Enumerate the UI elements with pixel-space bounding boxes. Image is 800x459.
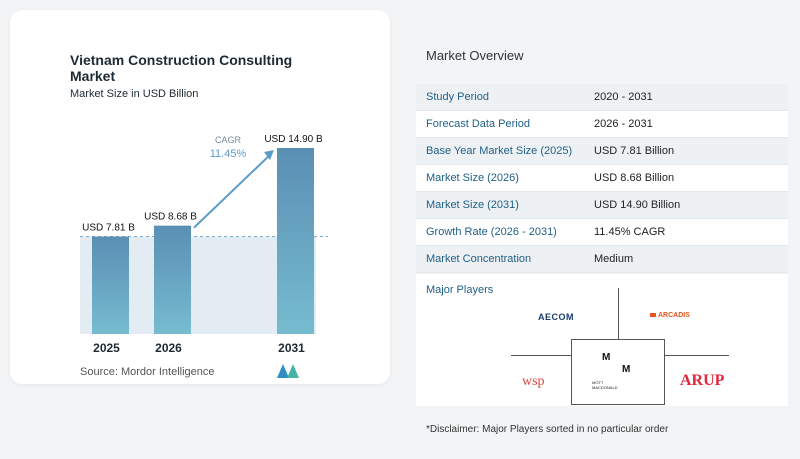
overview-row-value: USD 8.68 Billion [594, 172, 675, 184]
overview-row-value: 2020 - 2031 [594, 91, 653, 103]
bar [277, 148, 314, 334]
players-title: Major Players [426, 284, 494, 296]
data-label: USD 14.90 B [264, 134, 323, 145]
source-note: Source: Mordor Intelligence [80, 366, 215, 378]
tick-label: 2025 [93, 341, 120, 355]
overview-row-label: Study Period [426, 91, 489, 103]
disclaimer: *Disclaimer: Major Players sorted in no … [426, 424, 669, 435]
cagr-label: CAGR [215, 135, 242, 145]
arup-logo: ARUP [680, 372, 725, 389]
tick-label: 2026 [155, 341, 182, 355]
overview-row: Study Period 2020 - 2031 [416, 84, 788, 111]
overview-row-value: USD 14.90 Billion [594, 199, 681, 211]
mordor-logo-icon [277, 364, 299, 378]
overview-row-value: 11.45% CAGR [594, 226, 666, 238]
overview-row-label: Base Year Market Size (2025) [426, 145, 573, 157]
overview-row-value: Medium [594, 253, 634, 265]
aecom-logo: AECOM [538, 312, 574, 322]
mott-macdonald-logo: M M MOTT MACDONALD [571, 339, 665, 405]
cagr-arrow [193, 152, 273, 229]
arcadis-logo: ARCADIS [650, 312, 690, 319]
overview-row-label: Market Size (2031) [426, 199, 519, 211]
divider-line [618, 288, 619, 340]
chart-subtitle: Market Size in USD Billion [70, 88, 199, 100]
overview-table: Study Period 2020 - 2031 Forecast Data Per… [416, 84, 788, 273]
bar [154, 225, 191, 334]
wsp-logo: wsp [522, 374, 545, 389]
overview-row-label: Forecast Data Period [426, 118, 530, 130]
overview-row: Growth Rate (2026 - 2031) 11.45% CAGR [416, 219, 788, 246]
overview-row-label: Growth Rate (2026 - 2031) [426, 226, 557, 238]
cagr-arrowhead [264, 150, 274, 160]
overview-row-label: Market Size (2026) [426, 172, 519, 184]
overview-title: Market Overview [426, 48, 524, 63]
overview-row: Market Size (2031) USD 14.90 Billion [416, 192, 788, 219]
market-overview-panel: Market Overview Study Period 2020 - 2031 F… [400, 0, 800, 459]
overview-row-value: USD 7.81 Billion [594, 145, 675, 157]
overview-row: Market Size (2026) USD 8.68 Billion [416, 165, 788, 192]
overview-row: Base Year Market Size (2025) USD 7.81 Bil… [416, 138, 788, 165]
overview-row: Forecast Data Period 2026 - 2031 [416, 111, 788, 138]
divider-line [511, 355, 571, 356]
cagr-value: 11.45% [210, 148, 247, 160]
overview-row-label: Market Concentration [426, 253, 532, 265]
tick-label: 2031 [278, 341, 305, 355]
divider-line [665, 355, 729, 356]
chart-title: Vietnam Construction Consulting Market [70, 52, 293, 84]
bar [92, 236, 129, 334]
bar-chart: USD 7.81 B 2025 USD 8.68 B 2026 USD 14.90 B 2… [80, 134, 328, 355]
overview-row-value: 2026 - 2031 [594, 118, 653, 130]
data-label: USD 7.81 B [82, 223, 135, 234]
data-label: USD 8.68 B [144, 212, 197, 223]
overview-row: Market Concentration Medium [416, 246, 788, 273]
